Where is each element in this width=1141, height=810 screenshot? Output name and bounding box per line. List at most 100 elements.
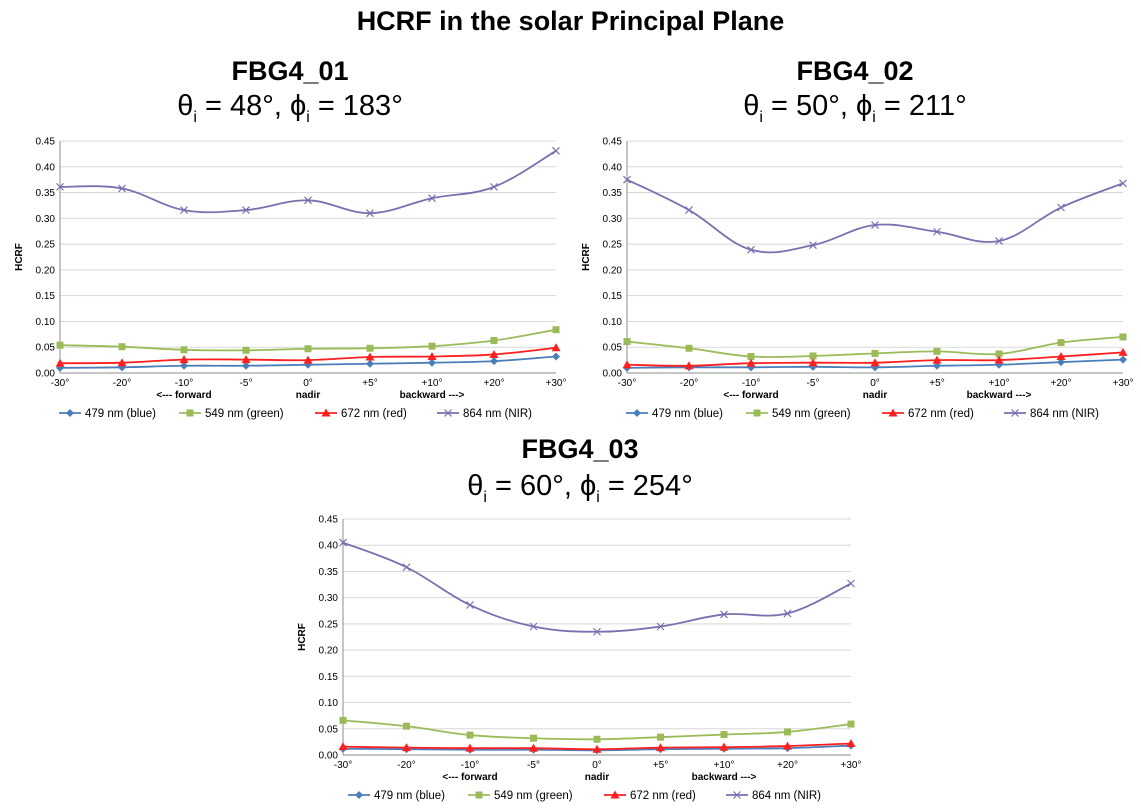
legend-label: 864 nm (NIR) [1030, 408, 1099, 420]
data-point [870, 358, 880, 367]
legend-item: 479 nm (blue) [59, 408, 156, 420]
y-tick-label: 0.15 [319, 672, 339, 683]
phi-value: = 183° [317, 90, 403, 122]
chart-title-fbg4-01: FBG4_01 [231, 56, 349, 86]
data-point [994, 355, 1004, 364]
theta-value: = 60°, [494, 470, 580, 502]
data-point [1118, 347, 1128, 356]
x-tick-label: +30° [1113, 378, 1134, 389]
nadir-label: nadir [296, 390, 321, 401]
data-point [747, 353, 755, 361]
y-tick-label: 0.05 [36, 343, 56, 354]
data-point [808, 358, 818, 367]
legend-marker [355, 791, 363, 799]
data-point [933, 227, 941, 236]
data-point [1119, 355, 1127, 364]
data-point [593, 627, 601, 636]
x-tick-label: -5° [807, 378, 820, 389]
data-point [783, 741, 792, 750]
data-point [623, 175, 631, 184]
data-point [242, 346, 250, 354]
data-point [720, 731, 728, 739]
legend-marker [733, 791, 741, 799]
data-point [180, 361, 188, 370]
data-point [1119, 179, 1127, 188]
y-tick-label: 0.35 [319, 567, 339, 578]
x-tick-label: -5° [240, 378, 253, 389]
data-point [995, 237, 1003, 245]
series-479-nm-blue- [56, 352, 560, 372]
y-tick-label: 0.45 [603, 137, 623, 148]
data-point [1056, 352, 1066, 361]
y-tick-label: 0.30 [36, 214, 56, 225]
x-tick-label: +30° [546, 378, 567, 389]
legend-item: 864 nm (NIR) [726, 790, 821, 802]
data-point [55, 358, 65, 367]
y-tick-label: 0.40 [319, 541, 339, 552]
data-point [241, 355, 251, 364]
data-point [338, 742, 348, 751]
x-tick-label: +10° [422, 378, 443, 389]
data-point [490, 337, 498, 345]
backward-label: backward ---> [400, 390, 465, 401]
legend-item: 672 nm (red) [882, 408, 974, 420]
legend-item: 672 nm (red) [315, 408, 407, 420]
data-point [684, 361, 694, 370]
data-point [365, 352, 375, 361]
backward-label: backward ---> [967, 390, 1032, 401]
data-point [402, 563, 411, 572]
legend-item: 549 nm (green) [468, 790, 573, 802]
data-point [995, 350, 1003, 358]
data-point [995, 360, 1003, 369]
data-point [530, 734, 537, 742]
legend-item: 479 nm (blue) [626, 408, 723, 420]
x-tick-label: +20° [1051, 378, 1072, 389]
data-point [784, 728, 791, 736]
data-point [529, 743, 538, 752]
phi-value: = 254° [607, 470, 693, 502]
y-tick-label: 0.35 [603, 188, 623, 199]
y-tick-label: 0.20 [36, 265, 56, 276]
forward-label: <--- forward [156, 390, 211, 401]
data-point [489, 349, 499, 358]
y-tick-label: 0.40 [36, 162, 56, 173]
legend-marker [1011, 409, 1019, 417]
phi-value: = 211° [883, 90, 967, 122]
chart-subtitle-fbg4-01: θi = 48°, ϕi = 183° [177, 90, 403, 126]
nadir-label: nadir [585, 772, 610, 783]
x-tick-label: -5° [527, 760, 540, 771]
backward-label: backward ---> [692, 772, 757, 783]
x-tick-label: -10° [175, 378, 193, 389]
y-tick-label: 0.15 [36, 291, 56, 302]
legend-item: 549 nm (green) [179, 408, 284, 420]
series-672-nm-red- [55, 343, 561, 367]
series-549-nm-green- [339, 716, 855, 743]
legend-marker [610, 790, 620, 799]
y-tick-label: 0.35 [36, 188, 56, 199]
x-tick-label: -10° [461, 760, 479, 771]
data-point [1119, 333, 1127, 341]
y-tick-label: 0.00 [319, 751, 339, 762]
series-line [59, 150, 557, 215]
data-point [783, 609, 792, 618]
data-point [847, 720, 855, 728]
x-tick-label: 0° [592, 760, 602, 771]
series-672-nm-red- [338, 738, 856, 753]
y-axis-label: HCRF [14, 243, 25, 271]
series-549-nm-green- [623, 333, 1127, 361]
data-point [552, 326, 560, 334]
legend-label: 864 nm (NIR) [752, 790, 821, 802]
chart-subtitle-fbg4-02: θi = 50°, ϕi = 211° [743, 90, 967, 126]
x-tick-label: -20° [113, 378, 131, 389]
x-tick-label: +20° [777, 760, 798, 771]
data-point [1057, 339, 1065, 347]
data-point [490, 357, 498, 366]
legend-item: 864 nm (NIR) [1004, 408, 1099, 420]
data-point [304, 360, 312, 369]
legend-marker [753, 409, 761, 417]
series-line [342, 541, 852, 633]
y-tick-label: 0.25 [603, 240, 623, 251]
data-point [552, 352, 560, 361]
x-tick-label: -20° [680, 378, 698, 389]
data-point [656, 622, 665, 631]
